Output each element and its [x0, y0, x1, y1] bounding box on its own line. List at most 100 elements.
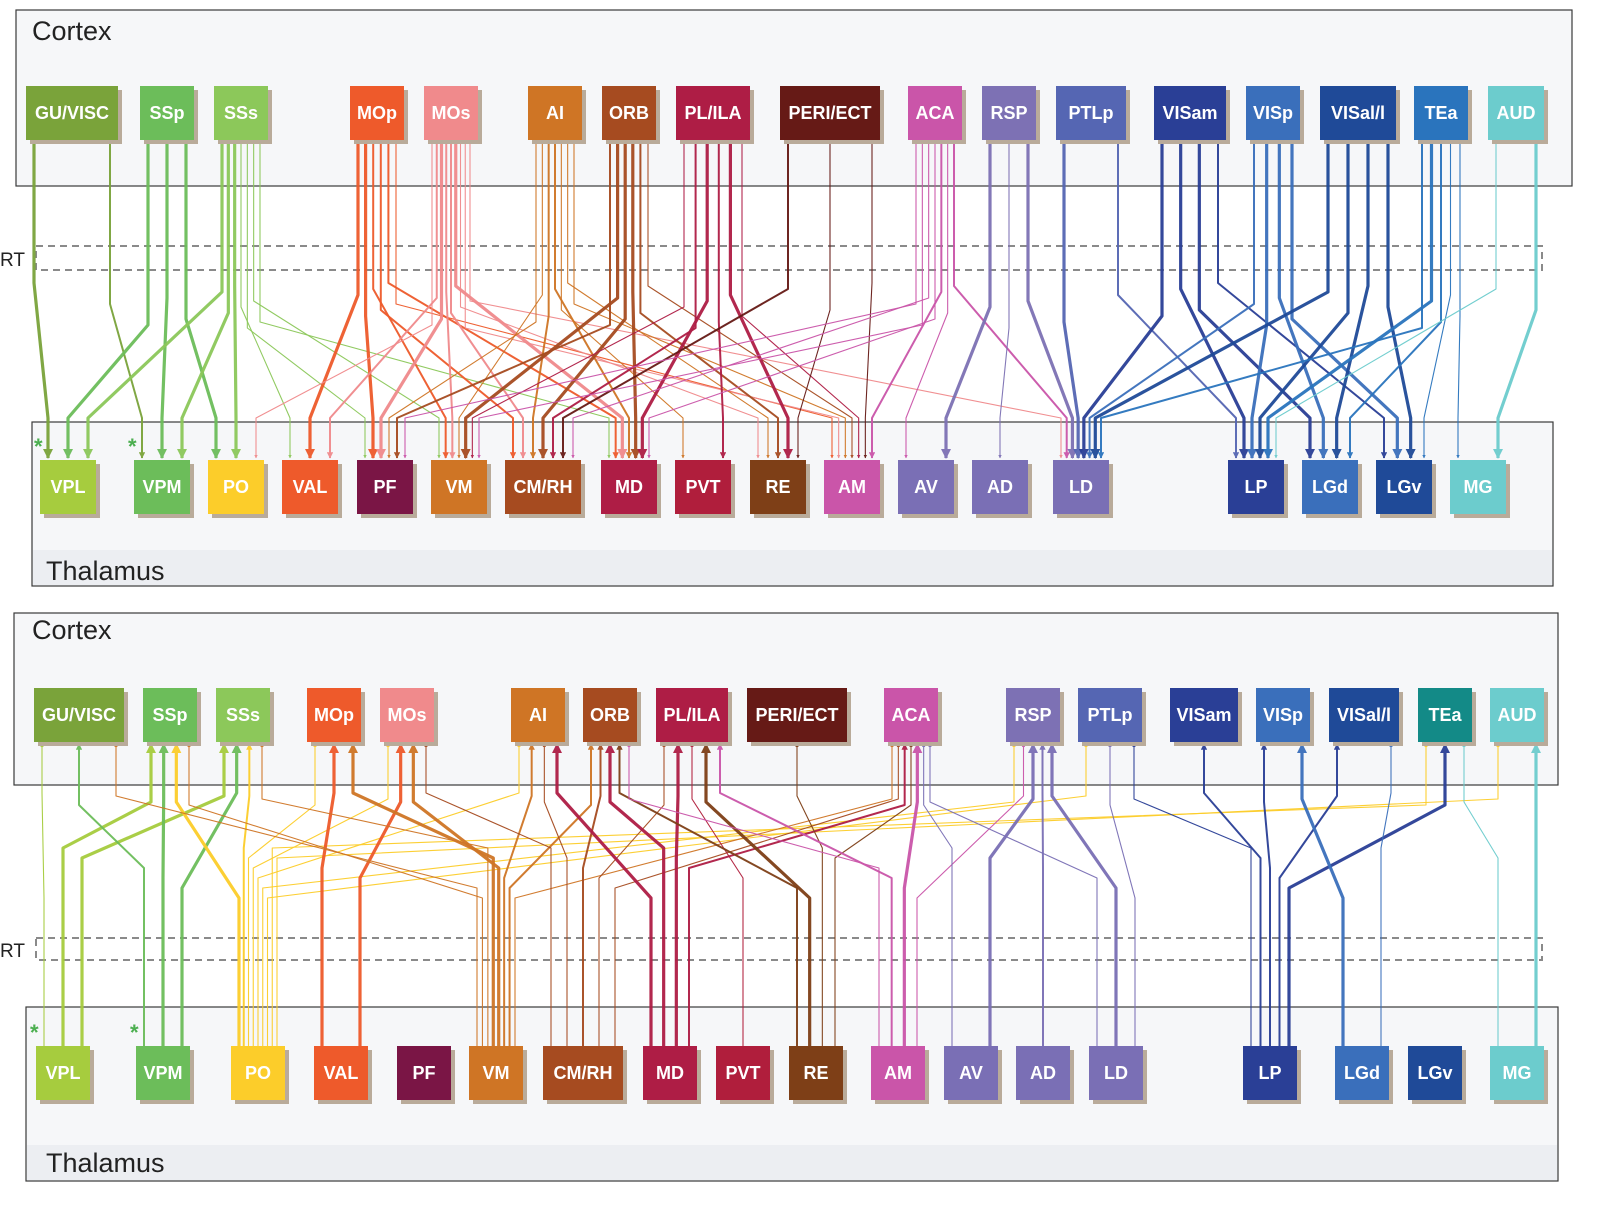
node-label: LGv [1386, 477, 1421, 497]
thalamus-node-md[interactable]: MD [601, 460, 661, 518]
thalamus-node-re[interactable]: RE [750, 460, 810, 518]
cortex-node-mop[interactable]: MOp [350, 86, 408, 144]
node-label: LP [1244, 477, 1267, 497]
connection-sss-to-po [230, 140, 242, 460]
cortex-node-sss[interactable]: SSs [216, 688, 274, 746]
cortex-node-sss[interactable]: SSs [214, 86, 272, 144]
connection-orb-to-pf [393, 140, 611, 459]
cortex-node-gu-visc[interactable]: GU/VISC [26, 86, 122, 144]
cortex-node-ssp[interactable]: SSp [140, 86, 198, 144]
thalamus-node-lgd[interactable]: LGd [1302, 460, 1362, 518]
connection-vpl-to-gu-visc [40, 743, 45, 1046]
cortex-node-mos[interactable]: MOs [380, 688, 438, 746]
cortex-node-ptlp[interactable]: PTLp [1056, 86, 1130, 144]
cortex-node-aud[interactable]: AUD [1490, 688, 1548, 746]
thalamus-node-pvt[interactable]: PVT [716, 1046, 774, 1104]
thalamus-node-lgd[interactable]: LGd [1335, 1046, 1393, 1104]
connection-vpm-to-gu-visc [75, 743, 145, 1046]
cortex-node-visal-l[interactable]: VISal/l [1329, 688, 1403, 746]
cortex-node-ai[interactable]: AI [528, 86, 586, 144]
cortex-node-visal-l[interactable]: VISal/l [1320, 86, 1400, 144]
thalamus-node-vpm[interactable]: VPM* [130, 1020, 194, 1104]
cortex-node-mop[interactable]: MOp [307, 688, 365, 746]
cortex-node-peri-ect[interactable]: PERI/ECT [780, 86, 884, 144]
node-label: PL/ILA [664, 705, 721, 725]
thalamus-node-am[interactable]: AM [871, 1046, 929, 1104]
node-box [908, 86, 962, 140]
node-box [397, 1046, 451, 1100]
node-label: VISam [1162, 103, 1217, 123]
thalamus-node-pf[interactable]: PF [357, 460, 417, 518]
thalamus-node-vpm[interactable]: VPM* [128, 434, 194, 518]
thalamus-node-po[interactable]: PO [231, 1046, 289, 1104]
thalamus-node-ld[interactable]: LD [1053, 460, 1113, 518]
connection-val-to-mos [358, 742, 406, 1046]
connection-mos-to-ld [469, 140, 1063, 459]
connection-po-to-ai [257, 743, 521, 1046]
thalamus-node-re[interactable]: RE [789, 1046, 847, 1104]
cortex-node-rsp[interactable]: RSP [982, 86, 1040, 144]
connection-lgd-to-visp [1296, 742, 1345, 1046]
cortex-node-gu-visc[interactable]: GU/VISC [34, 688, 128, 746]
cortex-node-tea[interactable]: TEa [1414, 86, 1472, 144]
thalamus-node-av[interactable]: AV [898, 460, 958, 518]
cortex-node-aca[interactable]: ACA [908, 86, 966, 144]
thalamus-node-av[interactable]: AV [944, 1046, 1002, 1104]
star-marker: * [128, 434, 137, 459]
cortex-node-tea[interactable]: TEa [1418, 688, 1476, 746]
cortex-node-visp[interactable]: VISp [1246, 86, 1304, 144]
cortex-node-rsp[interactable]: RSP [1006, 688, 1064, 746]
thalamus-node-val[interactable]: VAL [282, 460, 342, 518]
thalamus-node-am[interactable]: AM [824, 460, 884, 518]
cortex-node-orb[interactable]: ORB [602, 86, 660, 144]
thalamus-node-mg[interactable]: MG [1450, 460, 1510, 518]
cortex-node-ssp[interactable]: SSp [143, 688, 201, 746]
thalamus-node-vpl[interactable]: VPL * [30, 1020, 94, 1104]
node-label: MOp [314, 705, 354, 725]
thalamus-node-lgv[interactable]: LGv [1376, 460, 1436, 518]
thalamus-node-ld[interactable]: LD [1089, 1046, 1147, 1104]
node-box [1488, 86, 1544, 140]
thalamus-node-lp[interactable]: LP [1243, 1046, 1301, 1104]
cortex-node-visam[interactable]: VISam [1170, 688, 1242, 746]
thalamus-node-lp[interactable]: LP [1228, 460, 1288, 518]
thalamus-node-cm-rh[interactable]: CM/RH [505, 460, 585, 518]
node-box [134, 460, 190, 514]
node-label: AI [546, 103, 564, 123]
connections-layer [32, 140, 1542, 1046]
cortex-node-aca[interactable]: ACA [884, 688, 942, 746]
thalamus-node-ad[interactable]: AD [1016, 1046, 1074, 1104]
thalamus-node-val[interactable]: VAL [314, 1046, 372, 1104]
cortex-node-ptlp[interactable]: PTLp [1078, 688, 1146, 746]
node-label: GU/VISC [35, 103, 109, 123]
node-label: PTLp [1069, 103, 1114, 123]
thalamus-node-mg[interactable]: MG [1490, 1046, 1548, 1104]
thalamus-node-vpl[interactable]: VPL * [34, 434, 100, 518]
thalamus-node-lgv[interactable]: LGv [1408, 1046, 1466, 1104]
thalamus-node-pvt[interactable]: PVT [675, 460, 735, 518]
cortex-node-visam[interactable]: VISam [1154, 86, 1230, 144]
thalamus-node-vm[interactable]: VM [431, 460, 491, 518]
connection-aca-to-md [647, 140, 936, 459]
thalamus-node-cm-rh[interactable]: CM/RH [543, 1046, 627, 1104]
thalamus-node-ad[interactable]: AD [972, 460, 1032, 518]
cortex-node-ai[interactable]: AI [511, 688, 569, 746]
connection-vm-to-ssp [187, 743, 483, 1046]
cortex-node-orb[interactable]: ORB [583, 688, 641, 746]
cortex-node-pl-ila[interactable]: PL/ILA [656, 688, 732, 746]
connection-vm-to-mos [408, 742, 501, 1046]
thalamus-node-po[interactable]: PO [208, 460, 268, 518]
cortex-node-pl-ila[interactable]: PL/ILA [676, 86, 754, 144]
cortex-node-peri-ect[interactable]: PERI/ECT [747, 688, 851, 746]
cortex-node-visp[interactable]: VISp [1256, 688, 1314, 746]
thalamus-node-md[interactable]: MD [643, 1046, 701, 1104]
connection-visp-to-lgd [1277, 140, 1329, 460]
node-box [469, 1046, 523, 1100]
cortex-node-mos[interactable]: MOs [424, 86, 482, 144]
thalamus-node-pf[interactable]: PF [397, 1046, 455, 1104]
connection-cm-rh-to-pl-ila [598, 743, 666, 1046]
connection-re-to-aca [834, 743, 913, 1046]
cortex-node-aud[interactable]: AUD [1488, 86, 1548, 144]
thalamus-node-vm[interactable]: VM [469, 1046, 527, 1104]
